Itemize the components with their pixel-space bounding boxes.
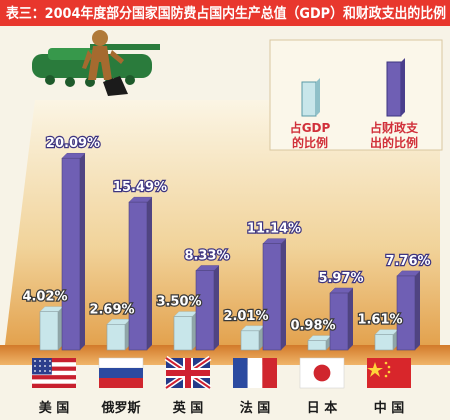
value-label-gdp-4: 0.98% [290,319,335,334]
category-label-2: 英 国 [172,400,204,416]
china-flag-icon [367,358,411,388]
value-label-fiscal-2: 8.33% [184,248,229,263]
legend-gdp-line1: 占GDP [290,120,331,135]
russia-flag-icon [98,357,144,388]
france-flag-icon [233,358,277,388]
legend-fiscal-line2: 出的比例 [370,135,418,150]
bar-side-fiscal-0 [80,153,85,350]
bar-side-fiscal-5 [415,270,420,350]
category-label-5: 中 国 [374,400,405,416]
value-label-fiscal-3: 11.14% [247,222,301,237]
tank-soldier-illustration [32,30,160,96]
us-flag-icon [32,358,76,388]
bar-group [39,152,421,351]
bar-side-fiscal-2 [214,265,219,350]
category-label-row: 美 国 俄罗斯 英 国 法 国 日 本 中 国 [39,400,405,416]
bar-fiscal-4 [329,292,349,351]
bar-fiscal-2 [195,270,215,351]
value-label-gdp-5: 1.61% [357,313,402,328]
legend-swatch-gdp [301,81,317,117]
bar-side-fiscal-3 [281,238,286,350]
category-label-4: 日 本 [307,400,338,416]
bar-fiscal-5 [396,275,416,351]
title-band [0,0,450,26]
legend-fiscal-line1: 占财政支 [370,120,419,135]
value-label-fiscal-1: 15.49% [113,180,167,195]
category-label-1: 俄罗斯 [100,400,140,416]
bar-gdp-2 [173,316,193,351]
value-label-gdp-1: 2.69% [89,302,134,317]
bar-fiscal-0 [61,157,81,351]
bar-gdp-4 [307,340,327,351]
bar-side-fiscal-1 [147,197,152,350]
value-label-gdp-0: 4.02% [22,290,67,305]
value-label-fiscal-4: 5.97% [318,271,363,286]
chart-backdrop [5,100,440,345]
chart-title: 表三：2004年度部分国家国防费占国内生产总值（GDP）和财政支出的比例 [5,5,446,22]
legend-swatch-fiscal-side [401,58,405,116]
bar-gdp-5 [374,334,394,351]
uk-flag-icon [164,355,212,391]
category-label-0: 美 国 [39,400,70,416]
value-label-gdp-2: 3.50% [156,295,201,310]
bar-fiscal-3 [262,243,282,351]
legend-gdp-line2: 的比例 [292,135,328,150]
legend-swatch-fiscal [386,61,402,117]
value-label-gdp-3: 2.01% [223,309,268,324]
value-label-group: 4.02% 20.09% 2.69% 15.49% 3.50% 8.33% 2.01% 11.… [21,135,432,335]
legend-box [269,39,443,151]
category-label-3: 法 国 [240,400,271,416]
bar-gdp-3 [240,330,260,351]
bar-fiscal-1 [128,201,148,351]
legend: 占GDP 的比例 占财政支 出的比例 [269,39,443,151]
bar-side-fiscal-4 [348,288,353,350]
bar-gdp-0 [39,311,59,351]
value-label-fiscal-0: 20.09% [46,136,100,151]
japan-flag-icon [299,357,345,389]
legend-swatch-gdp-side [316,78,320,116]
flag-row [32,355,411,391]
value-label-fiscal-5: 7.76% [385,254,430,269]
bar-gdp-1 [106,324,126,351]
